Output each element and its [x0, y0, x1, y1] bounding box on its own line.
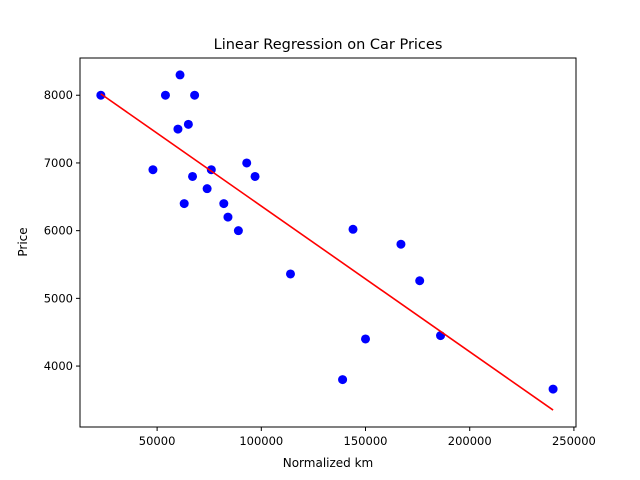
data-point-18 — [348, 224, 358, 234]
x-axis-label: Normalized km — [283, 456, 374, 470]
data-point-12 — [219, 199, 229, 209]
data-point-24 — [548, 384, 558, 394]
x-tick-label: 200000 — [448, 434, 492, 448]
y-tick-label: 4000 — [44, 359, 73, 373]
data-point-19 — [396, 239, 406, 249]
y-axis-label: Price — [16, 227, 30, 256]
data-point-20 — [415, 276, 425, 286]
data-point-3 — [175, 70, 185, 80]
x-axis-ticks: 50000 100000 150000 200000 250000 — [139, 427, 596, 448]
data-point-5 — [173, 124, 183, 134]
y-tick-label: 8000 — [44, 88, 73, 102]
x-tick-label: 100000 — [239, 434, 283, 448]
x-tick-label: 50000 — [139, 434, 176, 448]
data-point-23 — [436, 331, 446, 341]
data-point-14 — [233, 226, 243, 236]
y-axis-ticks: 4000 5000 6000 7000 8000 — [44, 88, 80, 373]
data-point-17 — [285, 269, 295, 279]
data-point-6 — [183, 119, 193, 129]
data-point-21 — [338, 375, 348, 385]
y-tick-label: 7000 — [44, 156, 73, 170]
data-point-2 — [160, 90, 170, 100]
data-point-1 — [96, 90, 106, 100]
y-tick-label: 6000 — [44, 224, 73, 238]
data-point-7 — [148, 165, 158, 175]
x-tick-label: 150000 — [344, 434, 388, 448]
data-point-15 — [242, 158, 252, 168]
x-tick-label: 250000 — [552, 434, 596, 448]
data-point-4 — [190, 90, 200, 100]
regression-line — [100, 93, 554, 411]
chart-title: Linear Regression on Car Prices — [214, 37, 443, 53]
data-point-13 — [223, 212, 233, 222]
data-point-8 — [188, 171, 198, 181]
data-point-16 — [250, 171, 260, 181]
data-point-11 — [179, 199, 189, 209]
data-point-10 — [202, 184, 212, 194]
regression-line-layer — [100, 93, 554, 411]
data-points — [96, 70, 558, 394]
plot-area-frame — [79, 57, 577, 428]
y-tick-label: 5000 — [44, 291, 73, 305]
data-point-22 — [361, 334, 371, 344]
